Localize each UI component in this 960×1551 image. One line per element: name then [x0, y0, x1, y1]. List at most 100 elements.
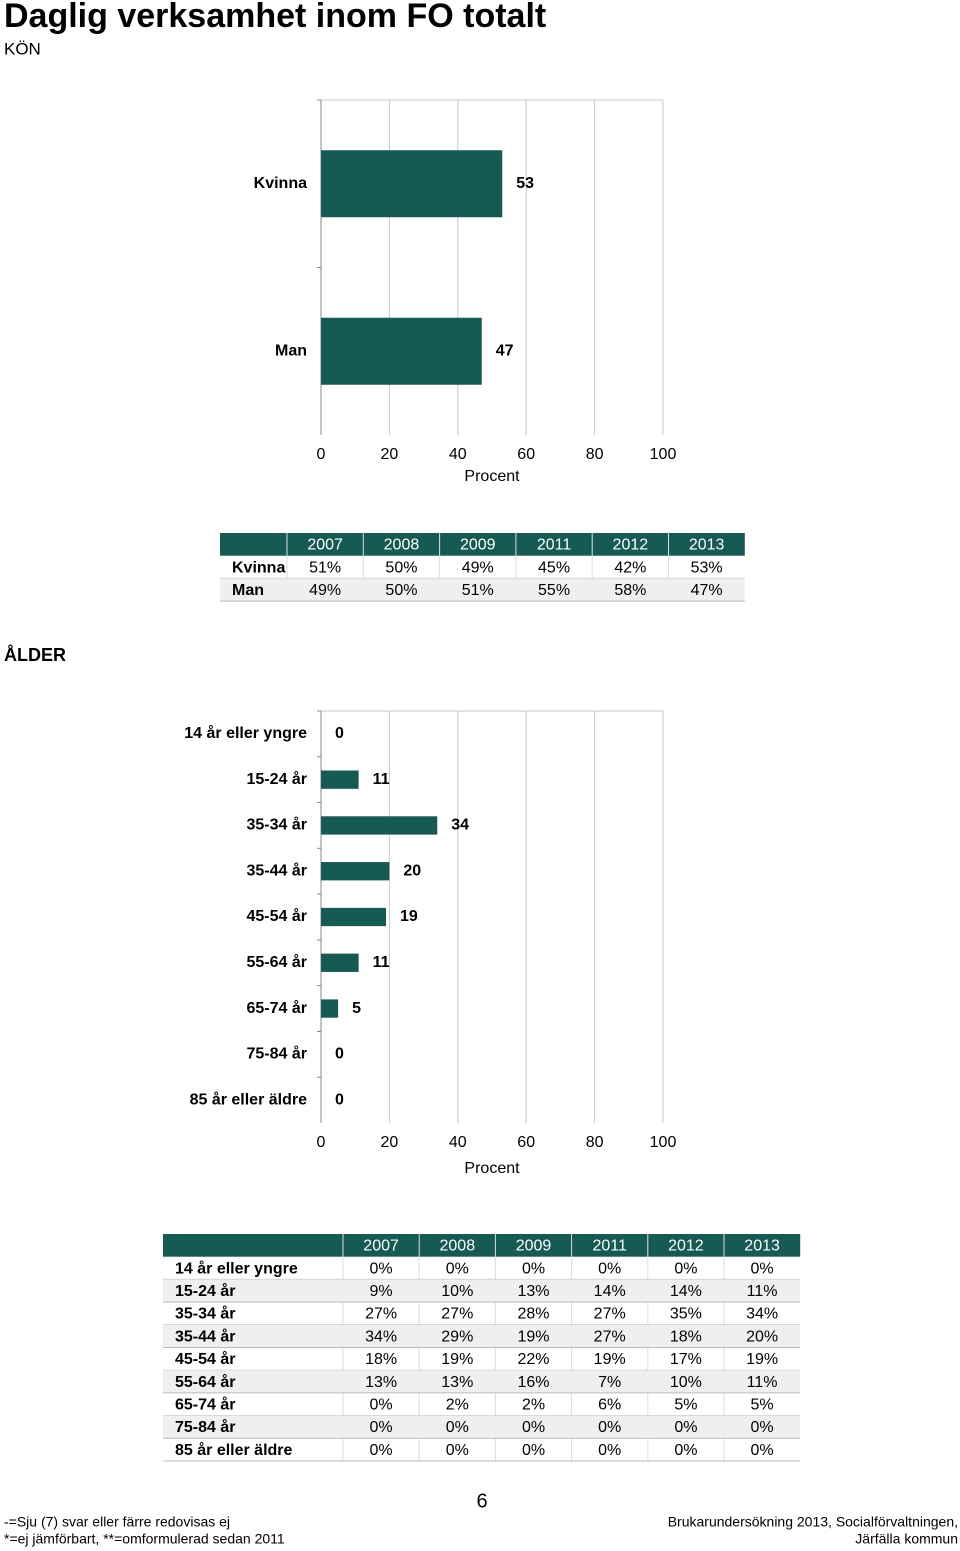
- table-cell: 5%: [751, 1396, 774, 1413]
- footer-source: Järfälla kommun: [855, 1531, 958, 1547]
- row-label: 14 år eller yngre: [175, 1259, 298, 1277]
- row-label: 15-24 år: [175, 1282, 236, 1300]
- table-cell: 49%: [309, 582, 341, 599]
- value-label: 19: [400, 908, 418, 925]
- row-shade: [163, 1279, 801, 1303]
- x-tick-label: 40: [449, 1134, 467, 1151]
- table-cell: 0%: [674, 1419, 697, 1436]
- x-axis-title: Procent: [464, 1160, 520, 1177]
- category-label: 35-34 år: [247, 816, 308, 834]
- footer-note: -=Sju (7) svar eller färre redovisas ej: [4, 1514, 230, 1530]
- category-label: 45-54 år: [247, 907, 308, 925]
- table-cell: 42%: [614, 559, 646, 576]
- table-cell: 34%: [746, 1306, 778, 1323]
- table-cell: 20%: [746, 1328, 778, 1345]
- table-cell: 0%: [751, 1442, 774, 1459]
- table-cell: 0%: [522, 1419, 545, 1436]
- value-label: 47: [496, 342, 514, 359]
- category-label: 55-64 år: [247, 953, 308, 971]
- table-cell: 34%: [365, 1328, 397, 1345]
- category-label: 75-84 år: [247, 1045, 308, 1063]
- bar: [321, 816, 438, 835]
- table-cell: 0%: [598, 1260, 621, 1277]
- column-header: 2008: [440, 1238, 476, 1255]
- footer-source: Brukarundersökning 2013, Socialförvaltni…: [668, 1514, 958, 1530]
- category-label: 35-44 år: [247, 861, 308, 879]
- table-cell: 0%: [370, 1419, 393, 1436]
- table-cell: 35%: [670, 1306, 702, 1323]
- category-label: 85 år eller äldre: [190, 1090, 308, 1108]
- column-header: 2011: [592, 1238, 627, 1255]
- value-label: 53: [516, 175, 534, 192]
- table-cell: 0%: [674, 1260, 697, 1277]
- row-label: 45-54 år: [175, 1350, 236, 1368]
- value-label: 11: [373, 954, 390, 971]
- table-cell: 28%: [517, 1306, 549, 1323]
- row-shade: [163, 1415, 801, 1439]
- bar: [321, 770, 359, 789]
- table-cell: 49%: [462, 559, 494, 576]
- table-cell: 0%: [751, 1419, 774, 1436]
- table-cell: 6%: [598, 1396, 621, 1413]
- x-tick-label: 20: [381, 446, 399, 463]
- row-label: 65-74 år: [175, 1395, 236, 1413]
- table-cell: 18%: [670, 1328, 702, 1345]
- table-cell: 11%: [747, 1374, 778, 1391]
- column-header: 2007: [307, 537, 343, 554]
- section-label: KÖN: [4, 39, 41, 58]
- row-label: Man: [232, 582, 264, 599]
- table-cell: 5%: [674, 1396, 697, 1413]
- table-cell: 19%: [594, 1351, 626, 1368]
- table-cell: 0%: [446, 1260, 469, 1277]
- column-header: 2011: [537, 537, 572, 554]
- table-cell: 13%: [441, 1374, 473, 1391]
- x-tick-label: 80: [586, 1134, 604, 1151]
- table-cell: 14%: [670, 1283, 702, 1300]
- table-cell: 58%: [614, 582, 646, 599]
- value-label: 11: [373, 771, 390, 788]
- row-label: 85 år eller äldre: [175, 1441, 293, 1459]
- table-cell: 27%: [594, 1306, 626, 1323]
- x-tick-label: 0: [317, 446, 326, 463]
- row-label: Kvinna: [232, 559, 285, 576]
- table-cell: 27%: [441, 1306, 473, 1323]
- table-cell: 10%: [670, 1374, 702, 1391]
- table-header: [163, 1234, 801, 1257]
- x-tick-label: 0: [317, 1134, 326, 1151]
- table-cell: 17%: [670, 1351, 702, 1368]
- table-cell: 45%: [538, 559, 570, 576]
- value-label: 34: [451, 817, 469, 834]
- table-cell: 27%: [365, 1306, 397, 1323]
- x-tick-label: 60: [517, 446, 535, 463]
- x-tick-label: 100: [650, 446, 677, 463]
- column-header: 2007: [363, 1238, 399, 1255]
- footer-note: *=ej jämförbart, **=omformulerad sedan 2…: [4, 1531, 285, 1547]
- table-cell: 7%: [598, 1374, 621, 1391]
- table-cell: 0%: [370, 1396, 393, 1413]
- page-number: 6: [476, 1490, 487, 1512]
- table-cell: 2%: [446, 1396, 469, 1413]
- x-tick-label: 60: [517, 1134, 535, 1151]
- table-cell: 0%: [522, 1442, 545, 1459]
- x-tick-label: 40: [449, 446, 467, 463]
- table-cell: 51%: [462, 582, 494, 599]
- table-cell: 55%: [538, 582, 570, 599]
- table-cell: 13%: [365, 1374, 397, 1391]
- category-label: 65-74 år: [247, 999, 308, 1017]
- bar: [321, 150, 503, 218]
- table-cell: 22%: [517, 1351, 549, 1368]
- table-header: [220, 533, 745, 556]
- x-tick-label: 80: [586, 446, 604, 463]
- table-cell: 47%: [691, 582, 723, 599]
- bar: [321, 907, 386, 927]
- table-cell: 11%: [747, 1283, 778, 1300]
- table-cell: 0%: [751, 1260, 774, 1277]
- table-cell: 27%: [594, 1328, 626, 1345]
- table-cell: 51%: [309, 559, 341, 576]
- row-label: 55-64 år: [175, 1373, 236, 1391]
- table-cell: 0%: [522, 1260, 545, 1277]
- value-label: 0: [335, 725, 344, 742]
- table-cell: 50%: [385, 559, 417, 576]
- table-cell: 0%: [446, 1442, 469, 1459]
